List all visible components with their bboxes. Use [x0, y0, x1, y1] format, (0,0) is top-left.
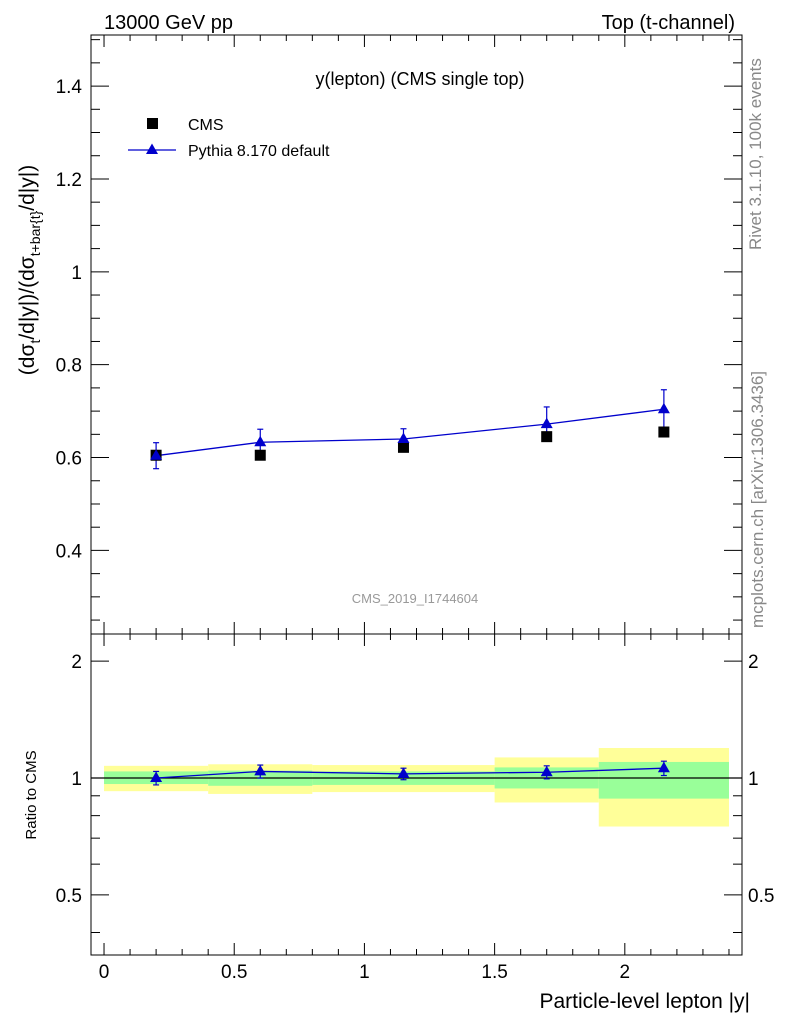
cms-point: [397, 441, 409, 453]
legend-pythia-label: Pythia 8.170 default: [188, 143, 330, 160]
y-tick-label: 1.4: [56, 77, 83, 98]
main-panel: 0.4 0.6 0.8 1 1.2 1.4 y(lepton) (CMS single t…: [16, 34, 743, 635]
legend: CMS Pythia 8.170 default: [128, 117, 330, 160]
ratio-point: [657, 761, 670, 773]
x-axis-label: Particle-level lepton |y|: [539, 990, 750, 1013]
ylabel-sub-1: t: [27, 340, 43, 344]
pythia-point: [657, 402, 670, 414]
legend-pythia-marker: [146, 143, 158, 154]
main-axis-ticks: 0.4 0.6 0.8 1 1.2 1.4: [56, 35, 742, 634]
pythia-point: [254, 435, 267, 447]
ratio-point: [150, 771, 163, 783]
ratio-panel: 0 0.5 1 1.5 2 0.5 0.5 1 1 2 2 Ratio to CMS Particl…: [23, 633, 774, 1013]
x-tick-label: 1: [359, 962, 370, 983]
ylabel-sub-2: t+bar{t}: [27, 210, 43, 256]
y-tick-label-right: 1: [748, 769, 759, 790]
pythia-line: [156, 408, 664, 457]
y-tick-label: 1: [71, 263, 82, 284]
ylabel-part-1: (dσ: [16, 344, 39, 376]
cms-point: [658, 426, 670, 438]
pythia-point: [150, 449, 163, 460]
y-tick-label-right: 0.5: [748, 886, 774, 907]
y-tick-label: 1.2: [56, 170, 82, 191]
ylabel-part-2: /d|y|)/(dσ: [16, 256, 39, 339]
cms-point: [541, 431, 553, 443]
ratio-point: [397, 767, 410, 778]
cms-point: [254, 449, 266, 461]
y-tick-label: 0.8: [56, 356, 82, 377]
main-plot-content: [150, 389, 670, 470]
pythia-point: [540, 417, 553, 429]
y-tick-label: 1: [71, 769, 82, 790]
ratio-axis-ticks: 0 0.5 1 1.5 2 0.5 0.5 1 1 2 2: [56, 634, 774, 983]
y-tick-label: 0.6: [56, 449, 82, 470]
plot-title: y(lepton) (CMS single top): [315, 69, 524, 89]
ratio-point: [254, 764, 267, 776]
x-tick-label: 0: [99, 962, 110, 983]
mcplots-label: mcplots.cern.ch [arXiv:1306.3436]: [748, 371, 767, 628]
legend-cms-label: CMS: [188, 117, 224, 134]
y-tick-label-right: 2: [748, 652, 759, 673]
ratio-plot-content: [91, 747, 742, 827]
legend-cms-marker: [147, 118, 158, 129]
x-tick-label: 0.5: [221, 962, 247, 983]
analysis-watermark: CMS_2019_I1744604: [352, 591, 479, 606]
y-tick-label: 2: [71, 652, 82, 673]
ylabel-part-3: /d|y|): [16, 165, 39, 211]
y-tick-label: 0.5: [56, 886, 82, 907]
ratio-y-axis-label: Ratio to CMS: [23, 750, 40, 839]
main-y-axis-label: (dσt/d|y|)/(dσt+bar{t}/d|y|): [16, 165, 43, 375]
header-left: 13000 GeV pp: [104, 12, 233, 34]
rivet-label: Rivet 3.1.10, 100k events: [746, 58, 765, 250]
ratio-point: [540, 765, 553, 777]
y-tick-label: 0.4: [56, 541, 83, 562]
x-tick-label: 2: [620, 962, 631, 983]
pythia-point: [397, 432, 410, 443]
x-tick-label: 1.5: [481, 962, 507, 983]
header-right: Top (t-channel): [602, 12, 735, 34]
